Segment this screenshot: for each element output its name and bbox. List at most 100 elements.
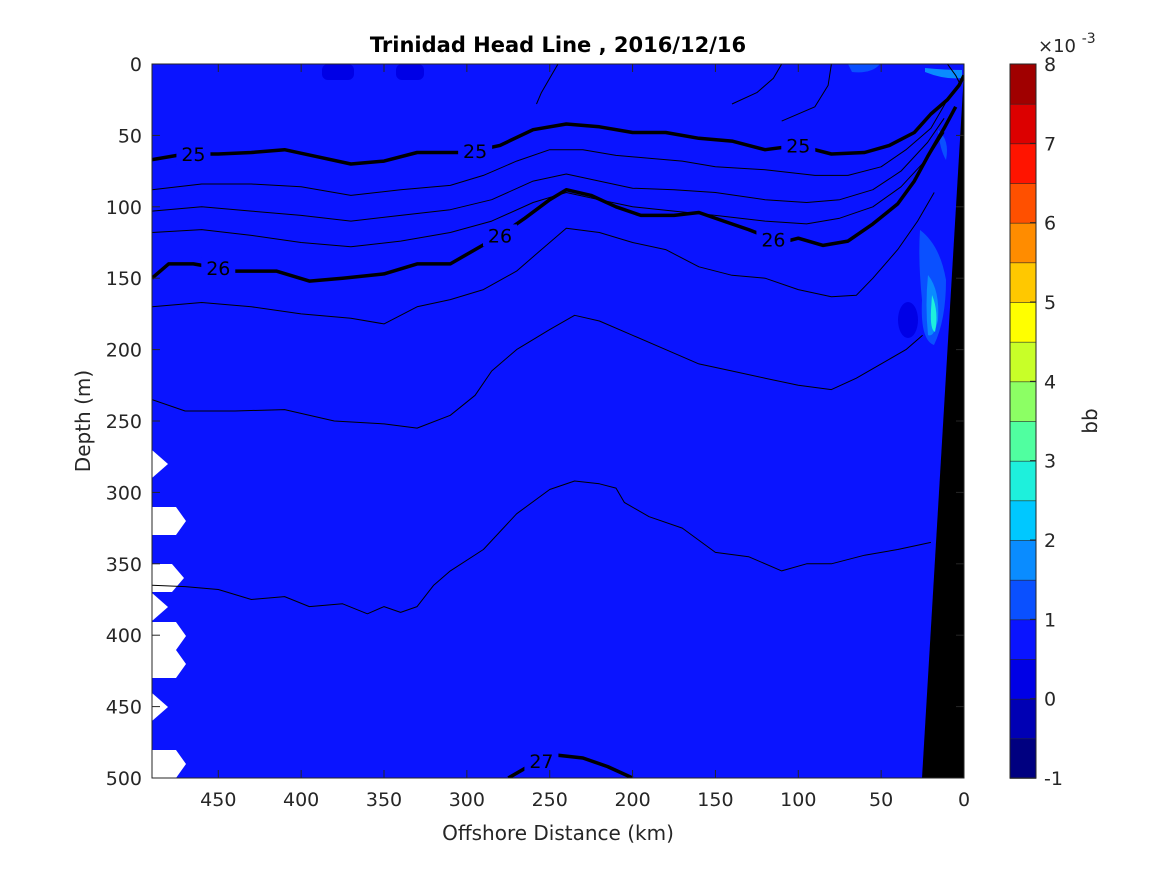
colorbar-tick-label: 4: [1044, 371, 1056, 393]
colorbar-tick-label: 7: [1044, 133, 1056, 155]
field-details: [152, 64, 962, 778]
x-tick-label: 300: [449, 789, 485, 811]
contour-label-bg: [524, 749, 559, 772]
colorbar-segment: [1009, 143, 1037, 184]
contour-line-labeled: [152, 105, 958, 283]
contour-line-labeled: [152, 74, 964, 166]
colorbar-tick-label: 1: [1044, 609, 1056, 631]
colorbar-segment: [1009, 262, 1037, 303]
x-tick-label: 200: [614, 789, 650, 811]
y-tick-label: 200: [106, 340, 142, 362]
x-axis-label: Offshore Distance (km): [442, 821, 674, 845]
contour-line: [152, 314, 923, 429]
x-tick-label: 400: [283, 789, 319, 811]
contour-label-bg: [483, 224, 517, 247]
colorbar-segment: [1009, 460, 1037, 502]
y-tick-label: 50: [118, 125, 142, 147]
high-patch: [848, 64, 880, 73]
contour-line: [152, 132, 945, 248]
y-axis-label: Depth (m): [71, 370, 95, 472]
colorbar-multiplier-exp: -3: [1082, 31, 1096, 47]
colorbar-tick-label: 0: [1044, 689, 1056, 711]
contour-line: [152, 192, 935, 325]
contour-label-bg: [176, 142, 211, 165]
nodata-notch: [152, 450, 168, 478]
y-tick-label: 150: [106, 268, 142, 290]
x-tick-label: 100: [780, 789, 816, 811]
y-tick-label: 300: [106, 482, 142, 504]
nodata-notch: [152, 750, 186, 778]
contour-label: 26: [206, 258, 230, 280]
low-patch: [898, 302, 918, 338]
low-patch: [322, 64, 354, 80]
contour-label: 25: [181, 144, 205, 166]
contour-line: [781, 64, 832, 122]
contour-label-bg: [756, 228, 791, 251]
contour-line: [946, 64, 962, 86]
y-tick-label: 500: [106, 768, 142, 790]
colorbar-segment: [1009, 698, 1037, 740]
colorbar-tick-label: 2: [1044, 530, 1056, 552]
contour-label: 26: [761, 229, 785, 251]
colorbar-ticks: -1 0 1 2 3 4 5 6 7 8: [1030, 54, 1063, 790]
x-tick-label: 350: [366, 789, 402, 811]
y-tick-label: 450: [106, 697, 142, 719]
colorbar-segment: [1009, 658, 1037, 700]
x-tick-label: 150: [697, 789, 733, 811]
colorbar-label: bb: [1078, 408, 1102, 433]
nodata-notch: [152, 507, 186, 535]
colorbar-multiplier-base: ×10: [1038, 36, 1076, 57]
y-tick-label: 0: [130, 54, 142, 76]
contour-label: 25: [786, 135, 810, 157]
y-tick-label: 350: [106, 554, 142, 576]
nodata-notch: [152, 650, 186, 678]
colorbar-tick-label: 8: [1044, 54, 1056, 76]
colorbar-segment: [1009, 539, 1037, 581]
colorbar-segment: [1009, 301, 1037, 343]
y-ticks: 0 50 100 150 200 250 300 350 400 450 500: [106, 54, 964, 790]
colorbar-multiplier: ×10 -3: [1038, 31, 1096, 57]
colorbar-segments: [1009, 63, 1037, 779]
contour-label: 26: [488, 225, 512, 247]
colorbar-segment: [1009, 182, 1037, 224]
contour-line: [536, 64, 559, 105]
colorbar-tick-label: -1: [1044, 768, 1063, 790]
colorbar-tick-label: 3: [1044, 451, 1056, 473]
y-tick-label: 250: [106, 411, 142, 433]
nodata-notch: [152, 564, 184, 592]
x-tick-label: 250: [532, 789, 568, 811]
nodata-notch: [152, 622, 186, 650]
y-tick-label: 100: [106, 197, 142, 219]
nodata-notch: [152, 593, 168, 621]
x-tick-label: 50: [869, 789, 893, 811]
x-ticks: 450 400 350 300 250 200 150 100 50 0: [200, 64, 970, 811]
contour-label-bg: [458, 139, 493, 162]
contour-line: [152, 118, 945, 222]
colorbar-segment: [1009, 381, 1037, 422]
colorbar-segment: [1009, 63, 1037, 105]
colorbar-segment: [1009, 579, 1037, 621]
contour-label: 25: [463, 141, 487, 163]
field-fill: [152, 64, 964, 778]
density-contours: 25 25 25 26 26 26 27: [152, 64, 964, 778]
bathymetry: [922, 72, 964, 778]
colorbar-tick-label: 5: [1044, 292, 1056, 314]
high-patch: [930, 295, 937, 332]
colorbar-frame: [1009, 63, 1037, 779]
colorbar-segment: [1009, 341, 1037, 383]
contour-line: [731, 64, 783, 105]
colorbar-segment: [1009, 420, 1037, 462]
colorbar-segment: [1009, 619, 1037, 660]
colorbar-segment: [1009, 222, 1037, 264]
colorbar-segment: [1009, 738, 1037, 779]
x-tick-label: 450: [200, 789, 236, 811]
colorbar-tick-label: 6: [1044, 213, 1056, 235]
colorbar-segment: [1009, 103, 1037, 145]
contour-line: [152, 480, 932, 615]
chart-title: Trinidad Head Line , 2016/12/16: [370, 33, 746, 57]
contour-label-bg: [201, 257, 236, 280]
contour-label-bg: [781, 134, 816, 157]
low-patch: [396, 64, 424, 80]
contour-label: 27: [529, 751, 553, 773]
